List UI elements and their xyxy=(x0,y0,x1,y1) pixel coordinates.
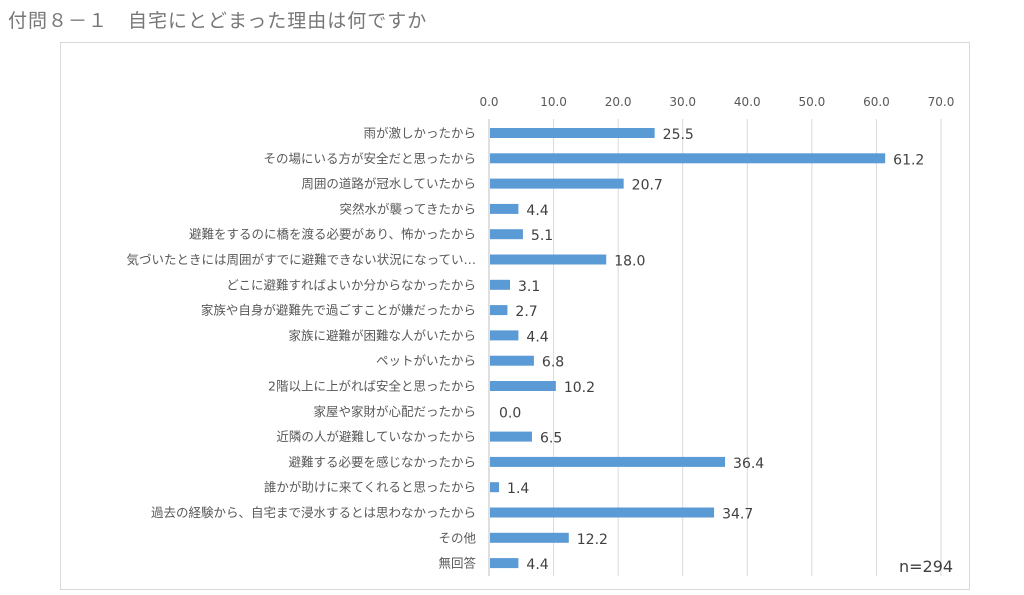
x-tick-label: 60.0 xyxy=(863,95,890,109)
bar xyxy=(490,254,607,265)
data-label: 0.0 xyxy=(499,405,521,421)
x-tick-label: 70.0 xyxy=(928,95,955,109)
category-label: 無回答 xyxy=(438,556,476,571)
data-label: 3.1 xyxy=(518,279,540,295)
data-label: 12.2 xyxy=(577,532,608,548)
data-label: 2.7 xyxy=(515,304,537,320)
category-label: どこに避難すればよいか分からなかったから xyxy=(226,277,476,292)
bar xyxy=(490,330,519,341)
x-tick-label: 50.0 xyxy=(798,95,825,109)
data-label: 18.0 xyxy=(614,254,645,270)
category-label: 家族や自身が避難先で過ごすことが嫌だったから xyxy=(201,303,476,318)
category-label: 2階以上に上がれば安全と思ったから xyxy=(268,379,476,394)
data-label: 4.4 xyxy=(526,329,548,345)
data-label: 5.1 xyxy=(531,228,553,244)
data-label: 4.4 xyxy=(526,557,548,573)
data-label: 20.7 xyxy=(632,178,663,194)
data-label: 36.4 xyxy=(733,456,764,472)
data-label: 6.8 xyxy=(542,355,564,371)
category-label: 過去の経験から、自宅まで浸水するとは思わなかったから xyxy=(151,505,476,520)
bar xyxy=(490,431,532,442)
bar xyxy=(490,153,886,164)
bar xyxy=(490,532,569,543)
x-tick-label: 30.0 xyxy=(669,95,696,109)
bar xyxy=(490,229,523,240)
bar xyxy=(490,456,726,467)
category-label: 避難をするのに橋を渡る必要があり、怖かったから xyxy=(189,227,476,242)
category-label: 家屋や家財が心配だったから xyxy=(313,404,476,419)
category-label: 誰かが助けに来てくれると思ったから xyxy=(264,480,476,495)
bar xyxy=(490,558,519,569)
bar xyxy=(490,279,511,290)
data-label: 1.4 xyxy=(507,481,529,497)
bar xyxy=(490,128,655,138)
data-label: 10.2 xyxy=(564,380,595,396)
bar xyxy=(490,203,519,214)
x-tick-label: 10.0 xyxy=(540,95,567,109)
data-label: 6.5 xyxy=(540,431,562,447)
chart-frame xyxy=(60,42,970,590)
x-tick-label: 0.0 xyxy=(479,95,498,109)
category-label: その場にいる方が安全だと思ったから xyxy=(263,151,476,166)
data-label: 34.7 xyxy=(722,507,753,523)
category-label: 避難する必要を感じなかったから xyxy=(288,454,476,469)
bar xyxy=(490,507,715,518)
data-label: 4.4 xyxy=(526,203,548,219)
x-tick-label: 40.0 xyxy=(734,95,761,109)
category-label: 突然水が襲ってきたから xyxy=(339,201,476,216)
bar xyxy=(490,305,508,316)
category-label: ペットがいたから xyxy=(376,353,476,368)
category-label: 気づいたときには周囲がすでに避難できない状況になってい… xyxy=(126,252,476,267)
category-label: 近隣の人が避難していなかったから xyxy=(276,429,476,444)
data-label: 25.5 xyxy=(663,127,694,143)
category-label: 周囲の道路が冠水していたから xyxy=(301,176,476,191)
category-label: その他 xyxy=(438,530,476,545)
x-tick-label: 20.0 xyxy=(605,95,632,109)
bar xyxy=(490,355,534,366)
page-title: 付問８－１ 自宅にとどまった理由は何ですか xyxy=(8,10,428,32)
sample-size-note: n=294 xyxy=(899,557,954,576)
data-label: 61.2 xyxy=(893,152,924,168)
bar xyxy=(490,482,500,493)
category-label: 家族に避難が困難な人がいたから xyxy=(288,328,476,343)
category-label: 雨が激しかったから xyxy=(363,126,476,141)
bar xyxy=(490,178,624,189)
bar xyxy=(490,381,556,391)
